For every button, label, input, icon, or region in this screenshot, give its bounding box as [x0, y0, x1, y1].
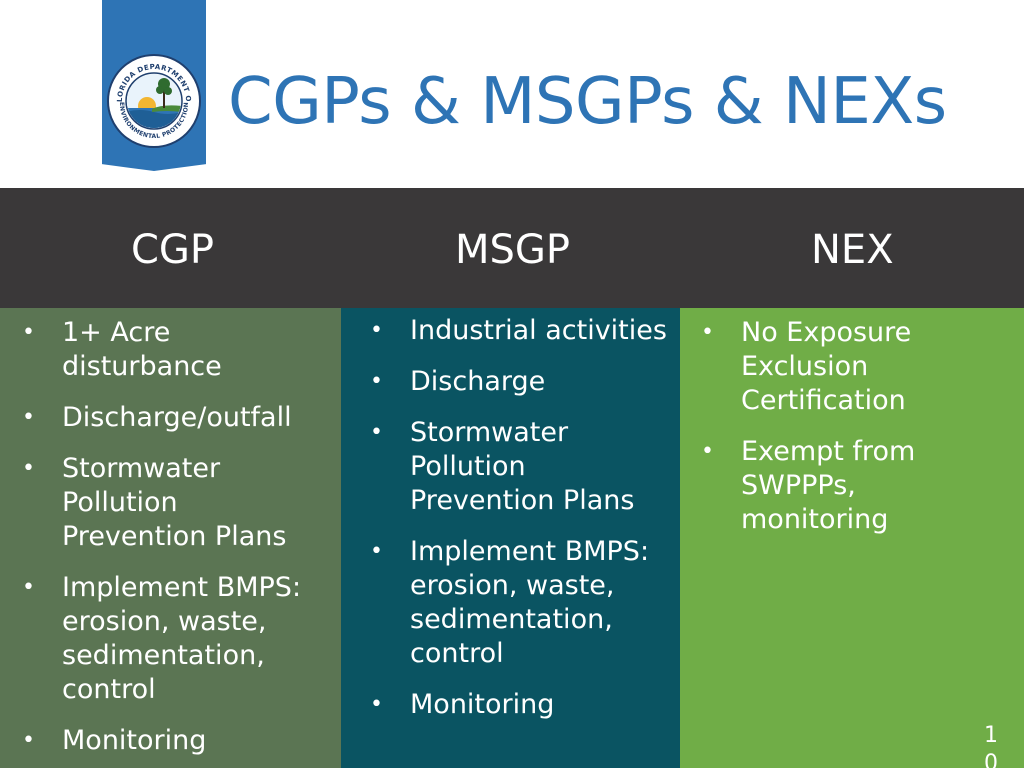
list-item: • Monitoring [370, 689, 555, 720]
list-item: • Implement BMPS: erosion, waste, sedimen… [370, 536, 650, 669]
page-number: 10 [984, 723, 998, 776]
column-heading-cgp: CGP [131, 227, 215, 273]
bullet-icon: • [370, 318, 383, 343]
bullet-icon: • [370, 420, 383, 445]
list-item: • Discharge/outfall [22, 402, 292, 433]
bullet-icon: • [370, 369, 383, 394]
bullet-icon: • [22, 728, 35, 753]
list-item: • Discharge [370, 366, 546, 397]
column-heading-msgp: MSGP [455, 227, 571, 273]
slide-title: CGPs & MSGPs & NEXs [228, 65, 947, 139]
list-item: • Implement BMPS: erosion, waste, sedimen… [22, 572, 302, 705]
bullet-icon: • [370, 692, 383, 717]
list-item: • Exempt from SWPPPs, monitoring [701, 436, 916, 535]
slide-header: FLORIDA DEPARTMENT OF ENVIRONMENTAL PROT… [0, 0, 1024, 188]
list-item: • Industrial activities [370, 315, 667, 346]
column-msgp [341, 308, 680, 768]
cgp-bullet-list: • 1+ Acre disturbance • Discharge/outfall … [22, 316, 322, 775]
bullet-icon: • [22, 320, 35, 345]
msgp-bullet-list: • Industrial activities • Discharge • Storm… [370, 314, 670, 739]
list-item: • No Exposure Exclusion Certification [701, 317, 912, 416]
florida-dep-seal-icon: FLORIDA DEPARTMENT OF ENVIRONMENTAL PROT… [107, 54, 201, 148]
list-item: • Stormwater Pollution Prevention Plans [370, 417, 635, 516]
bullet-icon: • [22, 405, 35, 430]
column-nex [680, 308, 1024, 768]
nex-bullet-list: • No Exposure Exclusion Certification • Ex… [701, 316, 921, 554]
list-item: • Stormwater Pollution Prevention Plans [22, 453, 287, 552]
bullet-icon: • [22, 575, 35, 600]
list-item: • Monitoring [22, 725, 207, 756]
bullet-icon: • [701, 439, 714, 464]
column-heading-nex: NEX [811, 227, 894, 273]
column-cgp [0, 308, 341, 768]
bullet-icon: • [701, 320, 714, 345]
bullet-icon: • [370, 539, 383, 564]
list-item: • 1+ Acre disturbance [22, 317, 222, 382]
column-header-bar [0, 188, 1024, 308]
bullet-icon: • [22, 456, 35, 481]
